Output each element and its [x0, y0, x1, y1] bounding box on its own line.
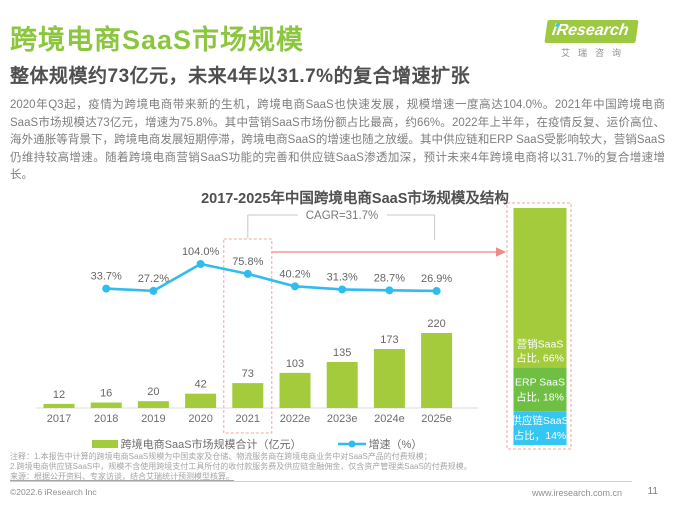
bar-2022e	[279, 372, 311, 408]
bar-value-2025e: 220	[427, 318, 445, 330]
line-value-2018: 33.7%	[91, 271, 122, 283]
bar-value-2020: 42	[194, 379, 206, 391]
segment-label-供应链SaaS: 供应链SaaS	[511, 414, 568, 427]
segment-share-ERP SaaS: 占比, 18%	[516, 390, 564, 403]
source-note: 来源：根据公开资料、专家访谈，结合艾瑞统计预测模型核算。	[10, 471, 234, 481]
bar-value-2023e: 135	[333, 347, 351, 359]
line-point-2023e	[338, 285, 347, 294]
legend-item-line: 增速（%）	[337, 436, 423, 452]
x-label-2017: 2017	[47, 413, 71, 425]
bar-2025e	[421, 333, 453, 408]
growth-line	[106, 262, 437, 293]
x-label-2018: 2018	[94, 413, 118, 425]
highlight-box-2021	[223, 238, 273, 434]
x-label-2020: 2020	[188, 413, 212, 425]
bar-2018	[90, 402, 122, 408]
footnote-line-1: 注释：1.本报告中计算的跨境电商SaaS规模为中国卖家及仓储、物流服务商在跨境电…	[10, 452, 432, 461]
callout-arrowhead-icon	[496, 247, 506, 257]
line-value-2022e: 40.2%	[279, 268, 310, 280]
line-point-2025e	[432, 286, 441, 295]
bar-2019	[137, 401, 169, 408]
line-value-2019: 27.2%	[138, 273, 169, 285]
line-point-2018	[102, 284, 111, 293]
bar-value-2017: 12	[53, 389, 65, 401]
x-label-2022e: 2022e	[280, 413, 311, 425]
bar-2017	[43, 403, 75, 408]
body-paragraph: 2020年Q3起，疫情为跨境电商带来新的生机，跨境电商SaaS也快速发展，规模增…	[10, 99, 665, 182]
line-series-marker-icon	[337, 440, 366, 448]
segment-label-营销SaaS: 营销SaaS	[517, 338, 564, 351]
chart-title: 2017-2025年中国跨境电商SaaS市场规模及结构	[201, 191, 509, 207]
legend-label-line: 增速（%）	[368, 439, 423, 451]
bar-value-2021: 73	[242, 368, 254, 380]
copyright-text: ©2022.6 iResearch Inc	[10, 487, 97, 497]
x-label-2021: 2021	[236, 413, 260, 425]
bar-series-swatch-icon	[91, 440, 118, 448]
bar-2021	[232, 383, 264, 408]
legend-item-bars: 跨境电商SaaS市场规模合计（亿元）	[91, 436, 302, 452]
page-number: 11	[647, 486, 658, 497]
line-value-2024e: 28.7%	[374, 272, 405, 284]
x-label-2024e: 2024e	[374, 413, 405, 425]
line-value-2020: 104.0%	[182, 246, 220, 258]
page-title: 跨境电商SaaS市场规模	[10, 25, 305, 55]
line-point-2020	[196, 260, 205, 268]
segment-ERP SaaS	[513, 367, 567, 412]
bar-2020	[185, 393, 217, 408]
chart-legend: 跨境电商SaaS市场规模合计（亿元） 增速（%）	[36, 436, 478, 452]
x-label-2025e: 2025e	[421, 413, 452, 425]
segment-营销SaaS	[513, 208, 567, 368]
iresearch-logo: iResearch 艾瑞咨询	[536, 20, 646, 59]
line-value-2025e: 26.9%	[421, 273, 452, 285]
cagr-label: CAGR=31.7%	[306, 210, 379, 222]
bar-2023e	[326, 361, 358, 408]
segment-供应链SaaS	[513, 411, 567, 445]
website-text: www.iresearch.com.cn	[531, 488, 622, 498]
line-value-2023e: 31.3%	[327, 271, 358, 283]
bar-value-2019: 20	[147, 386, 159, 398]
x-label-2023e: 2023e	[327, 413, 358, 425]
footnote-line-2: 2.跨境电商供应链SaaS中，规模不含使用跨境支付工具所付的收付款服务费及供应链…	[10, 461, 472, 471]
bar-value-2024e: 173	[380, 334, 398, 346]
bar-value-2018: 16	[100, 388, 112, 400]
segment-share-营销SaaS: 占比, 66%	[516, 352, 564, 365]
line-point-2021	[243, 269, 252, 278]
iresearch-logo-chinese: 艾瑞咨询	[560, 48, 629, 58]
x-label-2019: 2019	[141, 413, 165, 425]
page-subtitle: 整体规模约73亿元，未来4年以31.7%的复合增速扩张	[10, 66, 471, 87]
footer-divider	[10, 481, 632, 482]
legend-label-bars: 跨境电商SaaS市场规模合计（亿元）	[120, 439, 302, 451]
bar-value-2022e: 103	[286, 358, 304, 370]
line-point-2019	[149, 286, 158, 295]
line-point-2022e	[291, 282, 299, 291]
line-point-2024e	[385, 286, 394, 295]
structure-box	[506, 202, 572, 450]
bar-2024e	[373, 349, 405, 408]
segment-share-供应链SaaS: 占比，14%	[514, 429, 567, 442]
footnotes: 注释：1.本报告中计算的跨境电商SaaS规模为中国卖家及仓储、物流服务商在跨境电…	[10, 452, 665, 481]
line-value-2021: 75.8%	[232, 256, 263, 268]
segment-label-ERP SaaS: ERP SaaS	[515, 376, 565, 388]
